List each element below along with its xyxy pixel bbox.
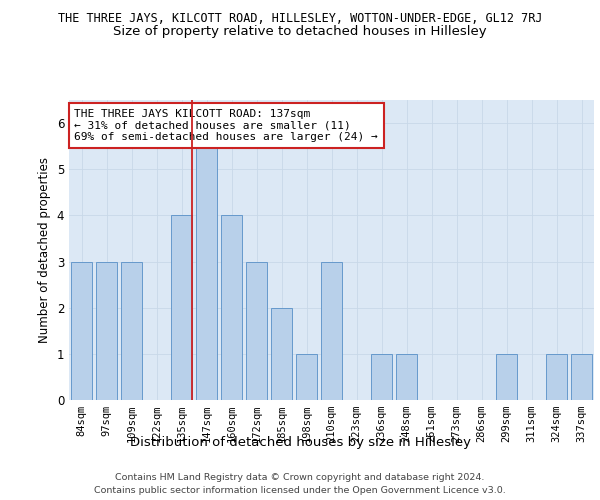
Text: THE THREE JAYS, KILCOTT ROAD, HILLESLEY, WOTTON-UNDER-EDGE, GL12 7RJ: THE THREE JAYS, KILCOTT ROAD, HILLESLEY,… <box>58 12 542 26</box>
Bar <box>296 354 317 400</box>
Text: Size of property relative to detached houses in Hillesley: Size of property relative to detached ho… <box>113 25 487 38</box>
Bar <box>321 262 342 400</box>
Y-axis label: Number of detached properties: Number of detached properties <box>38 157 51 343</box>
Bar <box>221 216 242 400</box>
Bar <box>96 262 117 400</box>
Bar <box>396 354 417 400</box>
Bar <box>546 354 567 400</box>
Bar <box>571 354 592 400</box>
Text: Contains HM Land Registry data © Crown copyright and database right 2024.
Contai: Contains HM Land Registry data © Crown c… <box>94 474 506 495</box>
Text: THE THREE JAYS KILCOTT ROAD: 137sqm
← 31% of detached houses are smaller (11)
69: THE THREE JAYS KILCOTT ROAD: 137sqm ← 31… <box>74 109 378 142</box>
Bar <box>171 216 192 400</box>
Bar <box>196 123 217 400</box>
Bar <box>121 262 142 400</box>
Bar <box>246 262 267 400</box>
Bar <box>496 354 517 400</box>
Text: Distribution of detached houses by size in Hillesley: Distribution of detached houses by size … <box>130 436 470 449</box>
Bar <box>271 308 292 400</box>
Bar <box>71 262 92 400</box>
Bar <box>371 354 392 400</box>
